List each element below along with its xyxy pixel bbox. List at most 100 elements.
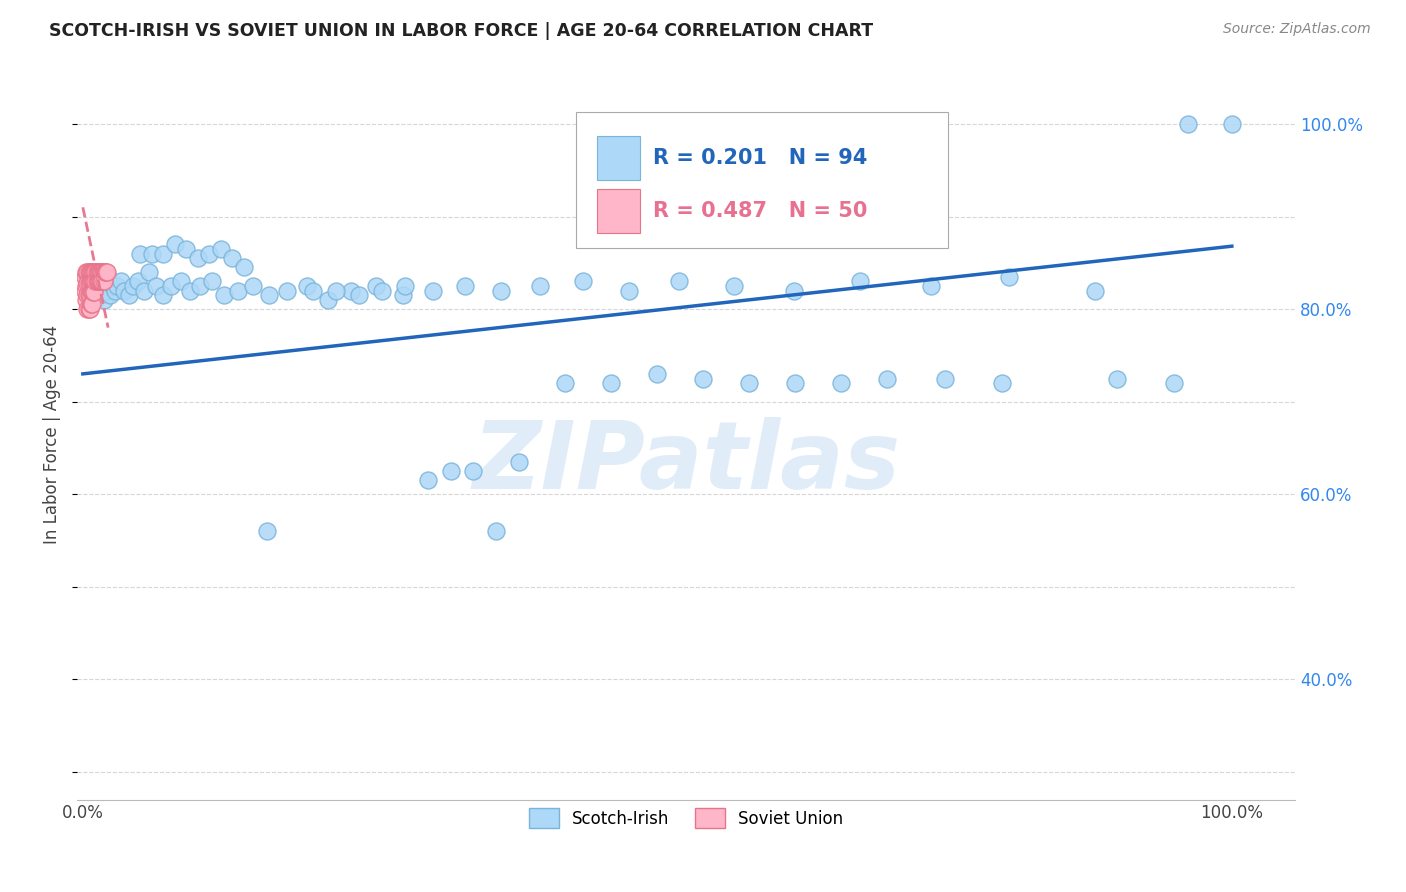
Point	[571, 274, 593, 288]
Point	[174, 242, 197, 256]
Point	[76, 265, 98, 279]
Point	[485, 524, 508, 538]
Point	[79, 276, 101, 290]
Point	[316, 293, 339, 307]
Point	[129, 246, 152, 260]
Point	[77, 302, 100, 317]
Point	[179, 284, 201, 298]
Point	[83, 265, 105, 279]
Point	[80, 274, 103, 288]
Point	[75, 265, 97, 279]
Point	[152, 246, 174, 260]
Point	[392, 288, 415, 302]
Point	[89, 288, 111, 302]
Point	[998, 269, 1021, 284]
Legend: Scotch-Irish, Soviet Union: Scotch-Irish, Soviet Union	[522, 801, 849, 835]
Point	[82, 288, 104, 302]
Point	[200, 274, 222, 288]
Point	[86, 274, 108, 288]
Point	[80, 284, 103, 298]
Point	[934, 371, 956, 385]
FancyBboxPatch shape	[598, 189, 640, 233]
Point	[79, 265, 101, 279]
Point	[76, 276, 98, 290]
Point	[86, 265, 108, 279]
Point	[738, 376, 761, 391]
Point	[692, 371, 714, 385]
Point	[1084, 284, 1107, 298]
Point	[364, 279, 387, 293]
Point	[80, 297, 103, 311]
Text: ZIPatlas: ZIPatlas	[472, 417, 900, 509]
Point	[87, 265, 110, 279]
Point	[77, 265, 100, 279]
Point	[77, 279, 100, 293]
Point	[920, 279, 942, 293]
Point	[77, 288, 100, 302]
Point	[76, 302, 98, 317]
Point	[87, 265, 110, 279]
Text: R = 0.201   N = 94: R = 0.201 N = 94	[654, 148, 868, 168]
Point	[325, 284, 347, 298]
Point	[80, 265, 103, 279]
Point	[90, 265, 112, 279]
FancyBboxPatch shape	[576, 112, 948, 248]
Point	[75, 279, 97, 293]
Point	[87, 284, 110, 298]
Point	[86, 279, 108, 293]
Point	[209, 242, 232, 256]
Point	[82, 265, 104, 279]
Point	[1105, 371, 1128, 385]
Point	[1163, 376, 1185, 391]
Text: SCOTCH-IRISH VS SOVIET UNION IN LABOR FORCE | AGE 20-64 CORRELATION CHART: SCOTCH-IRISH VS SOVIET UNION IN LABOR FO…	[49, 22, 873, 40]
Point	[82, 274, 104, 288]
Point	[76, 269, 98, 284]
Point	[75, 284, 97, 298]
Point	[89, 274, 111, 288]
Text: R = 0.487   N = 50: R = 0.487 N = 50	[654, 201, 868, 221]
Point	[79, 274, 101, 288]
Point	[83, 274, 105, 288]
Point	[118, 288, 141, 302]
Point	[848, 274, 870, 288]
Point	[91, 265, 114, 279]
Point	[242, 279, 264, 293]
Point	[76, 288, 98, 302]
Point	[152, 288, 174, 302]
Point	[508, 455, 530, 469]
Point	[439, 464, 461, 478]
Point	[90, 274, 112, 288]
Point	[80, 265, 103, 279]
Point	[668, 274, 690, 288]
Point	[84, 274, 107, 288]
Point	[100, 288, 122, 302]
Point	[132, 284, 155, 298]
Point	[96, 265, 118, 279]
Point	[783, 284, 806, 298]
Point	[112, 284, 135, 298]
Point	[110, 274, 132, 288]
Point	[97, 269, 120, 284]
Point	[370, 284, 392, 298]
Point	[87, 269, 110, 284]
Point	[463, 464, 485, 478]
Point	[90, 274, 112, 288]
Point	[394, 279, 416, 293]
Point	[600, 376, 623, 391]
Point	[830, 376, 852, 391]
Point	[87, 274, 110, 288]
Point	[75, 269, 97, 284]
Point	[256, 524, 278, 538]
Point	[80, 285, 103, 300]
Point	[647, 367, 669, 381]
Point	[93, 265, 115, 279]
Text: Source: ZipAtlas.com: Source: ZipAtlas.com	[1223, 22, 1371, 37]
Point	[77, 276, 100, 290]
Point	[89, 265, 111, 279]
Point	[169, 274, 191, 288]
Point	[226, 284, 249, 298]
Point	[105, 279, 128, 293]
Point	[93, 293, 115, 307]
Point	[94, 265, 117, 279]
Point	[723, 279, 745, 293]
